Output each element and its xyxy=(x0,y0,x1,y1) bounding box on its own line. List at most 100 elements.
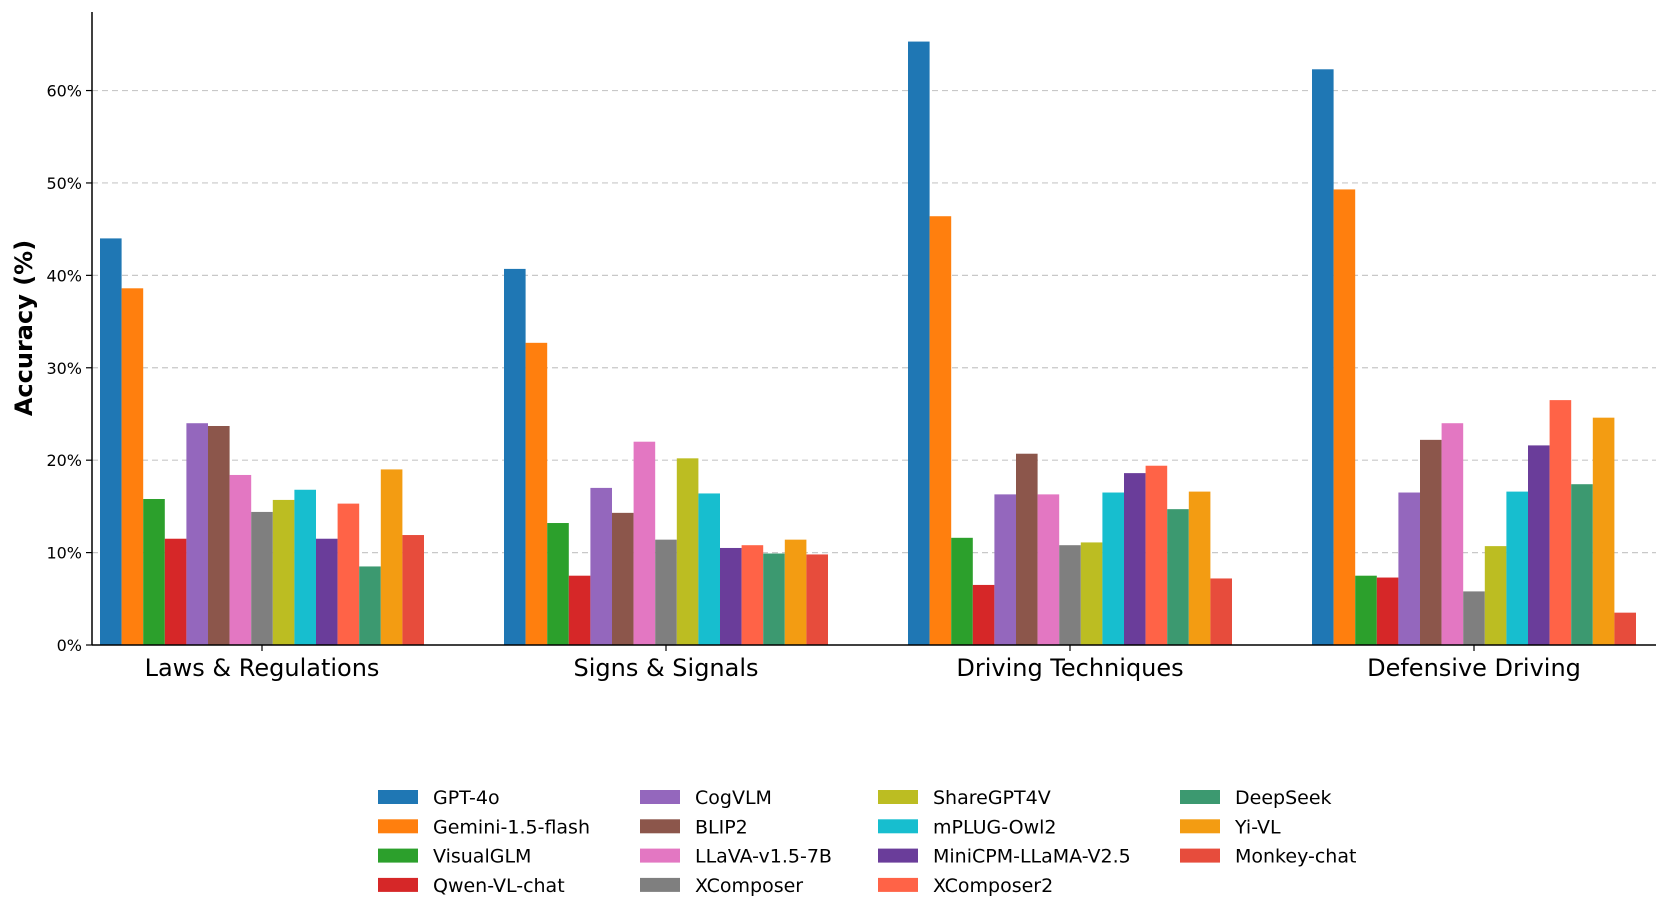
bar xyxy=(1592,417,1615,645)
legend-swatch xyxy=(878,848,918,863)
legend-swatch xyxy=(640,790,680,804)
bar xyxy=(100,238,122,645)
bar xyxy=(1059,545,1081,645)
category-label: Laws & Regulations xyxy=(145,654,380,682)
legend-label: MiniCPM-LLaMA-V2.5 xyxy=(933,846,1131,868)
bar xyxy=(1210,578,1232,645)
legend-label: Monkey-chat xyxy=(1235,846,1356,868)
legend-label: DeepSeek xyxy=(1235,787,1332,809)
legend-label: Gemini-1.5-flash xyxy=(433,816,590,838)
bar xyxy=(994,494,1016,645)
bar xyxy=(504,268,526,645)
legend-label: Yi-VL xyxy=(1234,816,1281,838)
bar xyxy=(229,474,252,645)
category-labels: Laws & Regulations Signs & Signals Driving… xyxy=(145,645,1581,682)
y-axis-label: Accuracy (%) xyxy=(10,240,38,416)
y-tick-label: 40% xyxy=(46,266,82,285)
axes xyxy=(91,12,1656,646)
legend-swatch xyxy=(640,877,680,892)
bar xyxy=(1145,465,1168,645)
legend: GPT-4o Gemini-1.5-flash VisualGLM Qwen-VL-c… xyxy=(378,787,1356,897)
bar xyxy=(1102,492,1124,645)
category-label: Signs & Signals xyxy=(573,654,758,682)
legend-label: XComposer xyxy=(695,875,803,897)
bar xyxy=(121,288,144,645)
bar xyxy=(164,538,187,645)
bar xyxy=(1549,400,1572,645)
bar xyxy=(402,535,424,645)
bar xyxy=(1355,575,1377,645)
bar xyxy=(741,545,764,645)
category-label: Defensive Driving xyxy=(1367,654,1581,682)
bar xyxy=(1037,494,1060,645)
legend-swatch xyxy=(378,790,418,804)
bar xyxy=(1484,546,1507,645)
bar xyxy=(590,487,612,645)
bar xyxy=(720,547,742,645)
bar xyxy=(186,423,208,645)
gridlines xyxy=(92,89,1656,554)
bar xyxy=(612,512,634,645)
category-label: Driving Techniques xyxy=(956,654,1183,682)
y-tick-label: 20% xyxy=(46,451,82,470)
bar xyxy=(633,441,656,645)
legend-label: mPLUG-Owl2 xyxy=(933,816,1056,838)
bar xyxy=(655,539,677,645)
legend-swatch xyxy=(1180,819,1220,834)
bar xyxy=(272,499,295,645)
y-tick-label: 10% xyxy=(46,544,82,563)
y-tick-label: 60% xyxy=(46,82,82,101)
legend-swatch xyxy=(640,848,680,863)
bar xyxy=(1571,484,1593,645)
bar xyxy=(359,566,381,645)
legend-label: ShareGPT4V xyxy=(933,787,1051,809)
legend-swatch xyxy=(1180,790,1220,804)
bar xyxy=(972,584,995,645)
legend-swatch xyxy=(640,819,680,834)
bar xyxy=(1441,423,1464,645)
bar xyxy=(251,511,273,645)
bars xyxy=(100,41,1636,646)
legend-label: Qwen-VL-chat xyxy=(433,875,565,897)
legend-swatch xyxy=(878,819,918,834)
bar xyxy=(1463,591,1485,645)
y-ticks: 0% 10% 20% 30% 40% 50% 60% xyxy=(46,82,92,655)
bar xyxy=(1312,69,1334,645)
bar xyxy=(1398,492,1420,645)
bar xyxy=(1124,473,1146,645)
legend-label: VisualGLM xyxy=(433,846,531,868)
bar xyxy=(908,41,930,646)
y-tick-label: 50% xyxy=(46,174,82,193)
bar xyxy=(951,537,973,645)
bar xyxy=(316,538,338,645)
bar xyxy=(784,539,807,645)
legend-swatch xyxy=(878,877,918,892)
bar xyxy=(929,216,952,645)
legend-label: CogVLM xyxy=(695,787,772,809)
bar xyxy=(1376,577,1399,645)
legend-label: LLaVA-v1.5-7B xyxy=(695,846,832,868)
bar xyxy=(294,489,316,645)
bar xyxy=(380,469,403,645)
bar xyxy=(568,575,591,645)
y-tick-label: 30% xyxy=(46,359,82,378)
bar xyxy=(337,503,360,645)
bar xyxy=(547,523,569,645)
bar xyxy=(763,553,785,645)
bar xyxy=(806,554,828,645)
legend-swatch xyxy=(378,877,418,892)
bar xyxy=(676,458,699,645)
bar xyxy=(1506,491,1528,645)
bar xyxy=(1614,612,1636,645)
legend-swatch xyxy=(878,790,918,804)
legend-label: GPT-4o xyxy=(433,787,500,809)
bar xyxy=(1333,189,1356,646)
bar xyxy=(143,498,165,645)
bar xyxy=(1080,542,1103,645)
legend-swatch xyxy=(378,848,418,863)
bar xyxy=(525,342,548,645)
y-tick-label: 0% xyxy=(57,636,82,655)
bar xyxy=(208,425,230,645)
bar xyxy=(1188,491,1211,645)
